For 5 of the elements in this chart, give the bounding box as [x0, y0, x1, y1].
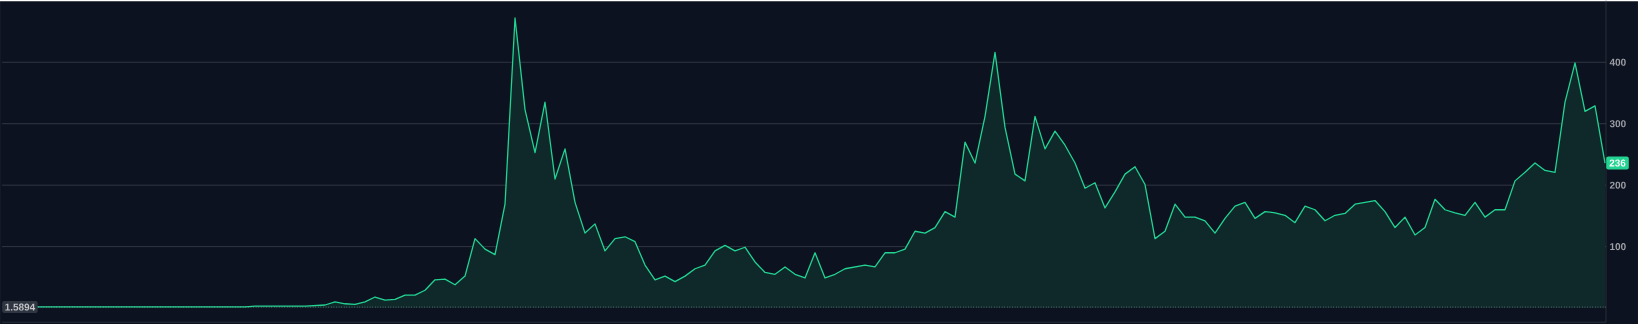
y-tick-label: 200: [1609, 181, 1626, 189]
data-label: 236: [1609, 159, 1626, 167]
y-tick-label: 100: [1610, 243, 1626, 251]
y-tick-label: 400: [1609, 58, 1626, 66]
y-tick-label: 300: [1609, 120, 1626, 128]
